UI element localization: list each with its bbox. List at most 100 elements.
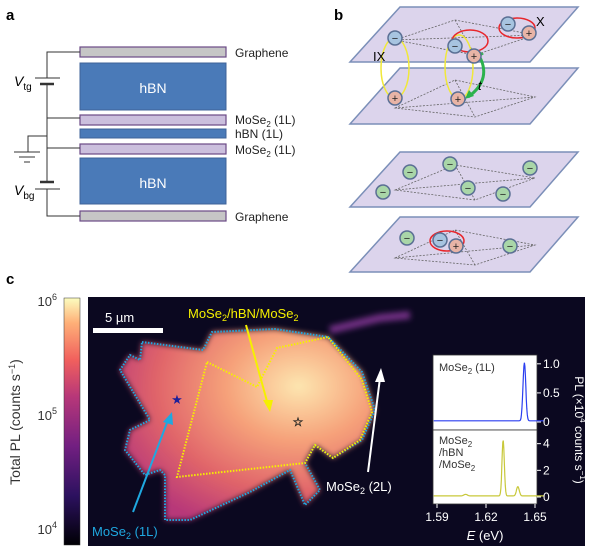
svg-text:−: −: [452, 41, 458, 53]
spectrum-1l-label: MoSe2 (1L): [439, 362, 495, 376]
hbn-top-text: hBN: [139, 80, 166, 96]
y-tick-label: 1.0: [543, 357, 560, 371]
ix-label: IX: [373, 49, 386, 64]
spectrum-line: [433, 362, 545, 422]
electron-icon: −: [387, 30, 403, 46]
svg-text:−: −: [447, 159, 453, 171]
heterostructure-outline: [175, 335, 374, 479]
y-tick-label: 0: [543, 415, 550, 429]
panel-b-label: b: [334, 7, 343, 24]
svg-text:−: −: [507, 241, 513, 253]
hetero-arrow: [245, 324, 269, 406]
svg-text:+: +: [455, 94, 461, 106]
graphene-bottom-label: Graphene: [235, 210, 289, 224]
hole-icon: +: [448, 238, 464, 254]
vbg-label: Vbg: [14, 182, 34, 202]
hole-icon: +: [466, 48, 482, 64]
svg-text:+: +: [392, 93, 398, 105]
svg-text:+: +: [453, 241, 459, 253]
colorbar-tick: 105: [38, 406, 57, 423]
colorbar-tick: 106: [38, 292, 57, 309]
colorbar-ticks: 106 105 104: [38, 292, 57, 537]
scale-bar-label: 5 µm: [105, 310, 134, 325]
colorbar-tick: 104: [38, 520, 57, 537]
y-tick-label: 0: [543, 490, 550, 504]
svg-text:−: −: [407, 167, 413, 179]
svg-text:−: −: [465, 183, 471, 195]
x-tick-label: 1.62: [474, 510, 498, 524]
svg-text:−: −: [392, 33, 398, 45]
hbn-bottom-layer: [79, 157, 227, 205]
y-tick-label: 0.5: [543, 386, 560, 400]
hole-icon: +: [521, 25, 537, 41]
electron-icon: −: [502, 238, 518, 254]
x-label: X: [536, 14, 545, 29]
svg-text:−: −: [380, 187, 386, 199]
hole-icon: +: [387, 90, 403, 106]
electron-icon: −: [399, 230, 415, 246]
mose2-top-label: MoSe2 (1L): [235, 113, 296, 129]
gate-circuit: [14, 51, 80, 217]
vtg-label: Vtg: [14, 73, 32, 93]
spectra-lines: [433, 362, 545, 497]
hbn-1l-label: hBN (1L): [235, 127, 283, 141]
colorbar: [63, 297, 81, 546]
spectrum-line: [433, 440, 545, 497]
electron-icon: −: [375, 184, 391, 200]
svg-text:+: +: [526, 28, 532, 40]
colorbar-title: Total PL (counts s−1): [7, 359, 23, 485]
spectrum-panel-1l: [432, 354, 538, 431]
spectrum-hetero-label-line1: MoSe2: [439, 435, 473, 449]
panel-c-label: c: [6, 271, 14, 288]
x-axis-label: E (eV): [467, 528, 504, 543]
electron-icon: −: [432, 232, 448, 248]
exciton-schematic-bottom: [348, 151, 580, 273]
x-tick-label: 1.65: [523, 510, 547, 524]
spectrum-hetero-label-line3: /MoSe2: [439, 459, 476, 473]
hbn-top-layer: [79, 62, 227, 111]
charges: −−+−++ +−−−−−−− − + −: [375, 16, 538, 254]
hbn-bottom-text: hBN: [139, 175, 166, 191]
upper-mose2-plane: [348, 6, 580, 63]
t-label: t: [478, 78, 483, 93]
mose2-1l-outline: [118, 327, 377, 521]
svg-text:−: −: [404, 233, 410, 245]
electron-icon: −: [460, 180, 476, 196]
hetero-annotation: MoSe2/hBN/MoSe2: [188, 306, 298, 323]
y-axis-label: PL (×104 counts s−1): [572, 376, 587, 484]
spectrum-hetero-label-line2: /hBN: [439, 447, 464, 459]
star-marker-hetero: ☆: [293, 415, 304, 429]
graphene-top-layer: [79, 46, 227, 58]
star-marker-1l: ★: [171, 392, 183, 407]
electron-icon: −: [500, 16, 516, 32]
hole-icon: +: [450, 91, 466, 107]
y-tick-label: 2: [543, 463, 550, 477]
mono-annotation: MoSe2 (1L): [92, 524, 158, 541]
exciton-schematic-top: IX X t: [348, 6, 580, 125]
mose2-bottom-label: MoSe2 (1L): [235, 143, 296, 159]
svg-text:−: −: [527, 163, 533, 175]
x-tick-label: 1.59: [425, 510, 449, 524]
mose2-top-layer: [79, 114, 227, 126]
bilayer-arrow: [367, 377, 381, 473]
electron-icon: −: [447, 38, 463, 54]
mono-arrow: [132, 419, 169, 513]
layer-labels: Graphene MoSe2 (1L) hBN (1L) MoSe2 (1L) …: [235, 46, 296, 224]
electron-icon: −: [522, 160, 538, 176]
svg-text:−: −: [500, 189, 506, 201]
svg-text:−: −: [437, 235, 443, 247]
intralayer-exciton-ring-2: [498, 17, 536, 39]
scale-bar: [93, 328, 163, 333]
mose2-bottom-layer: [79, 143, 227, 155]
trion-ring: [429, 230, 465, 252]
electron-icon: −: [495, 186, 511, 202]
pl-map: ★ ☆ 5 µm MoSe2/hBN/MoSe2 MoSe2 (1L) MoSe…: [88, 297, 585, 546]
spectra-inset: MoSe2 (1L) MoSe2 /hBN /MoSe2 1.0 0.5 0 4 2 0 1…: [425, 354, 587, 543]
svg-text:−: −: [505, 19, 511, 31]
electron-icon: −: [402, 164, 418, 180]
y-tick-label: 4: [543, 437, 550, 451]
hbn-1l-layer: [79, 128, 227, 139]
panel-a-label: a: [6, 7, 15, 24]
